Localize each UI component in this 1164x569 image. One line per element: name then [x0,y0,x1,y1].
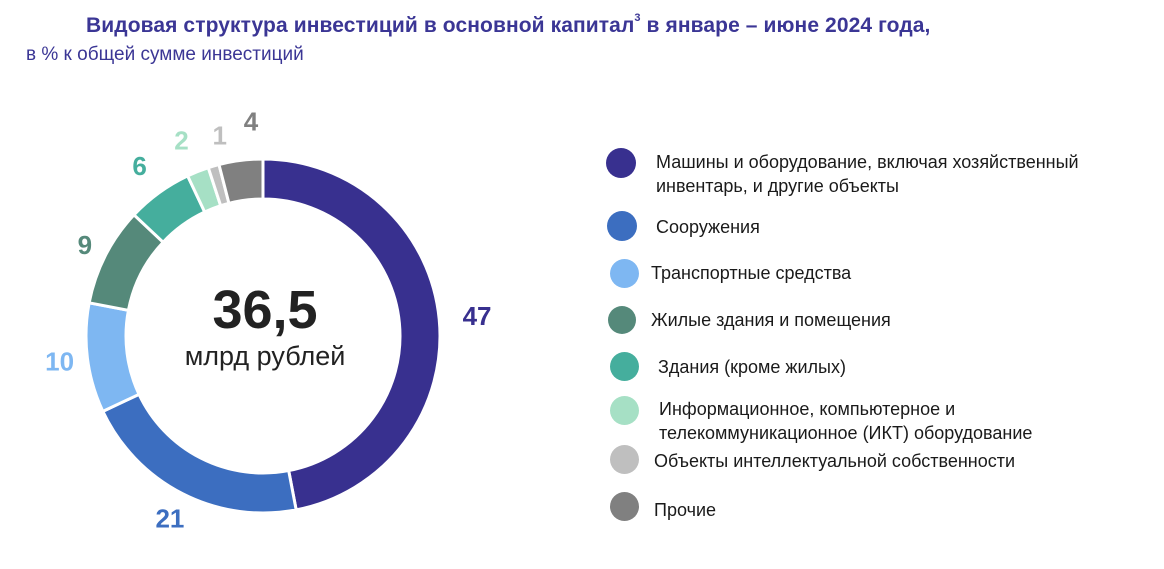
slice-value-label: 1 [212,121,226,151]
chart-title-period: в январе – июне 2024 года, [640,14,931,37]
slice-value-label: 47 [463,301,492,331]
donut-slice [261,157,442,512]
legend-marker-icon [609,395,639,425]
legend-marker-icon [609,258,639,288]
legend-label: Машины и оборудование, включая хозяйстве… [656,152,1079,172]
legend-label: Сооружения [656,217,760,237]
slice-value-label: 9 [78,230,92,260]
chart-subtitle: в % к общей сумме инвестиций [26,44,304,65]
legend-marker-icon [607,211,637,241]
slice-value-label: 6 [132,151,146,181]
slice-value-label: 2 [174,125,188,155]
center-total-unit: млрд рублей [184,341,346,371]
donut-slice [84,301,142,414]
slice-value-label: 4 [244,106,259,136]
legend-label: Жилые здания и помещения [651,310,891,330]
legend-label: инвентарь, и другие объекты [656,176,899,196]
legend-marker-icon [609,444,639,474]
legend-marker-icon [608,306,636,334]
legend-label: телекоммуникационное (ИКТ) оборудование [659,423,1033,443]
legend-marker-icon [609,491,639,521]
legend-label: Транспортные средства [651,263,852,283]
legend-label: Информационное, компьютерное и [659,399,956,419]
donut-slices [84,157,442,515]
chart-title: Видовая структура инвестиций в основной … [86,12,931,38]
legend-label: Здания (кроме жилых) [658,357,846,377]
center-total-value: 36,5 [212,280,318,340]
legend-label: Объекты интеллектуальной собственности [654,451,1016,471]
legend-marker-icon [609,351,639,381]
slice-value-label: 21 [155,504,184,534]
chart-title-text: Видовая структура инвестиций в основной … [86,14,635,37]
donut-slice [217,157,265,206]
legend-marker-icon [606,148,636,178]
donut-slice [100,392,298,515]
slice-value-label: 10 [45,347,74,377]
legend-label: Прочие [654,500,717,520]
footnote-marker: 3 [634,12,641,24]
